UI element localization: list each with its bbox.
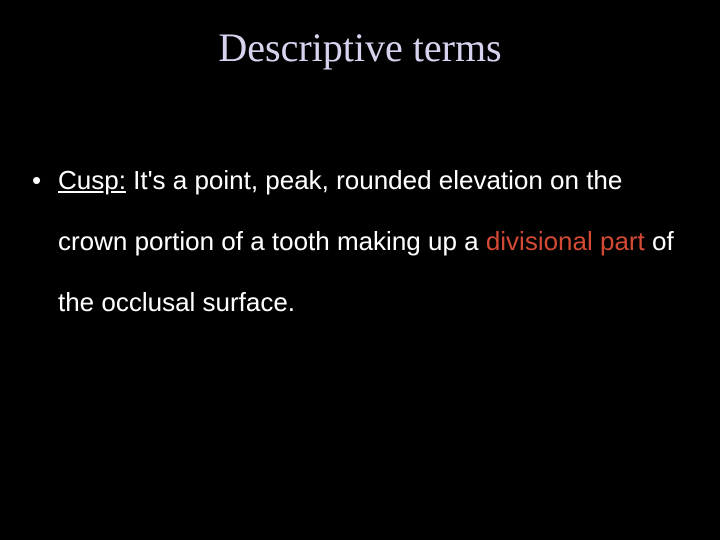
slide: Descriptive terms • Cusp: It's a point, … [0,0,720,540]
term-cusp: Cusp: [58,165,126,195]
slide-title: Descriptive terms [0,24,720,71]
highlighted-phrase: divisional part [486,226,645,256]
bullet-item: • Cusp: It's a point, peak, rounded elev… [30,150,680,333]
bullet-text: Cusp: It's a point, peak, rounded elevat… [58,150,680,333]
slide-body: • Cusp: It's a point, peak, rounded elev… [30,150,680,333]
bullet-marker: • [30,150,58,211]
